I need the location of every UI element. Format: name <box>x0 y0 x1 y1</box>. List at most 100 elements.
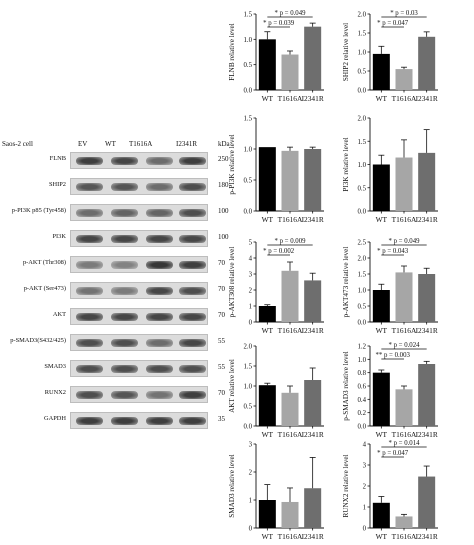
y-tick-label: 1.2 <box>358 344 367 351</box>
x-tick-label: T1616A <box>392 215 417 224</box>
blot-band <box>179 235 206 243</box>
bar-t1616a <box>281 501 299 528</box>
x-tick-label: T1616A <box>278 532 303 541</box>
blot-strip <box>70 230 208 247</box>
y-tick-label: 1.0 <box>244 147 253 154</box>
blot-band <box>76 417 103 425</box>
blot-band <box>76 287 103 295</box>
x-tick-label: I2341R <box>302 532 324 541</box>
lane-label-t1616a: T1616A <box>129 140 153 148</box>
x-tick-label: WT <box>376 430 388 439</box>
bar-t1616a <box>281 270 299 322</box>
kda-header: kDa <box>218 140 230 148</box>
blot-row-kda: 55 <box>218 363 225 371</box>
y-axis-label: FLNB relative level <box>228 23 236 80</box>
significance-label: * p = 0.043 <box>377 248 409 255</box>
bar-t1616a <box>395 69 413 90</box>
x-tick-label: WT <box>376 215 388 224</box>
bar-i2341r <box>418 364 436 426</box>
y-tick-label: 1.5 <box>244 12 253 19</box>
blot-band <box>76 365 103 373</box>
blot-band <box>146 157 173 165</box>
y-tick-label: 1.0 <box>244 384 253 391</box>
significance-label: ** p = 0.003 <box>375 352 410 359</box>
x-tick-label: WT <box>262 215 274 224</box>
x-tick-label: I2341R <box>416 94 438 103</box>
blot-band <box>76 183 103 191</box>
blot-row-kda: 70 <box>218 389 225 397</box>
y-tick-label: 0 <box>249 526 253 533</box>
blot-band <box>146 209 173 217</box>
x-tick-label: I2341R <box>302 215 324 224</box>
blot-band <box>179 287 206 295</box>
lane-label-i2341r: I2341R <box>176 140 197 148</box>
blot-band <box>179 261 206 269</box>
y-tick-label: 4 <box>363 442 367 449</box>
y-axis-label: SHIP2 relative level <box>342 23 350 81</box>
y-tick-label: 0.6 <box>358 384 367 391</box>
x-tick-label: WT <box>376 94 388 103</box>
y-axis-label: SMAD3 relative level <box>228 454 236 517</box>
x-tick-label: T1616A <box>392 532 417 541</box>
y-tick-label: 5 <box>249 240 253 247</box>
y-tick-label: 1.5 <box>358 272 367 279</box>
significance-label: * p = 0.039 <box>263 20 295 27</box>
y-tick-label: 0.0 <box>244 424 253 431</box>
x-tick-label: I2341R <box>416 430 438 439</box>
y-tick-label: 2.5 <box>358 240 367 247</box>
bar-wt <box>372 502 390 528</box>
significance-label: * p = 0.03 <box>390 10 418 17</box>
y-tick-label: 0.0 <box>358 320 367 327</box>
x-tick-label: T1616A <box>278 430 303 439</box>
blot-row-label: GAPDH <box>43 415 66 422</box>
bar-wt <box>258 306 276 322</box>
blot-band <box>146 287 173 295</box>
blot-band <box>111 339 138 347</box>
blot-band <box>179 183 206 191</box>
y-tick-label: 0.0 <box>244 88 253 95</box>
blot-band <box>76 209 103 217</box>
bar-t1616a <box>281 150 299 211</box>
blot-band <box>111 235 138 243</box>
x-tick-label: I2341R <box>416 215 438 224</box>
y-tick-label: 3 <box>363 463 367 470</box>
western-blot-panel: Saos-2 cell EV WT T1616A I2341R kDa FLNB… <box>2 140 230 429</box>
y-tick-label: 0.4 <box>358 397 367 404</box>
bar-wt <box>372 164 390 211</box>
bar-t1616a <box>395 516 413 528</box>
blot-row-label: p-SMAD3(S432/425) <box>10 337 66 344</box>
x-tick-label: T1616A <box>392 94 417 103</box>
significance-label: * p = 0.047 <box>377 20 409 27</box>
y-axis-label: PI3K relative level <box>342 137 350 191</box>
bar-wt <box>258 147 276 211</box>
y-tick-label: 0.0 <box>358 424 367 431</box>
blot-row-label: AKT <box>52 311 66 318</box>
bar-i2341r <box>418 274 436 322</box>
y-tick-label: 1.0 <box>244 37 253 44</box>
blot-strip <box>70 152 208 169</box>
significance-label: * p = 0.047 <box>377 450 409 457</box>
y-tick-label: 0.5 <box>244 404 253 411</box>
blot-band <box>111 417 138 425</box>
blot-band <box>146 391 173 399</box>
y-tick-label: 1.0 <box>358 162 367 169</box>
blot-strip <box>70 282 208 299</box>
blot-row-kda: 250 <box>218 155 229 163</box>
y-axis-label: RUNX2 relative level <box>342 454 350 517</box>
blot-row-kda: 180 <box>218 181 229 189</box>
significance-label: * p = 0.049 <box>274 10 306 17</box>
bar-wt <box>372 372 390 426</box>
x-tick-label: I2341R <box>302 326 324 335</box>
blot-strip <box>70 256 208 273</box>
y-tick-label: 1 <box>249 498 252 505</box>
blot-row-label: RUNX2 <box>44 389 66 396</box>
y-tick-label: 0.0 <box>244 209 253 216</box>
bar-i2341r <box>304 280 322 322</box>
x-tick-label: I2341R <box>302 430 324 439</box>
blot-band <box>111 287 138 295</box>
bar-t1616a <box>395 272 413 322</box>
significance-label: * p = 0.049 <box>388 238 420 245</box>
blot-strip <box>70 334 208 351</box>
x-tick-label: T1616A <box>392 430 417 439</box>
y-tick-label: 0.5 <box>358 185 367 192</box>
